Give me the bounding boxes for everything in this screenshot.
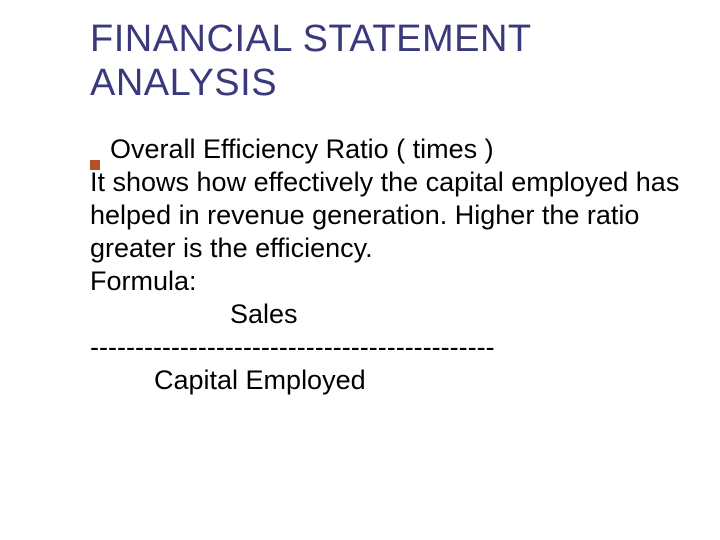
slide-title: FINANCIAL STATEMENT ANALYSIS	[90, 18, 680, 105]
bullet-item: Overall Efficiency Ratio ( times )	[90, 133, 680, 166]
slide-body: Overall Efficiency Ratio ( times ) It sh…	[90, 133, 680, 397]
formula-denominator: Capital Employed	[90, 364, 680, 397]
formula-divider: ----------------------------------------…	[90, 331, 680, 364]
slide-container: FINANCIAL STATEMENT ANALYSIS Overall Eff…	[0, 0, 720, 540]
formula-label: Formula:	[90, 265, 680, 298]
bullet-heading: Overall Efficiency Ratio ( times )	[110, 133, 494, 166]
description-text: It shows how effectively the capital emp…	[90, 166, 680, 265]
square-bullet-icon	[90, 160, 100, 170]
formula-numerator: Sales	[90, 298, 680, 331]
